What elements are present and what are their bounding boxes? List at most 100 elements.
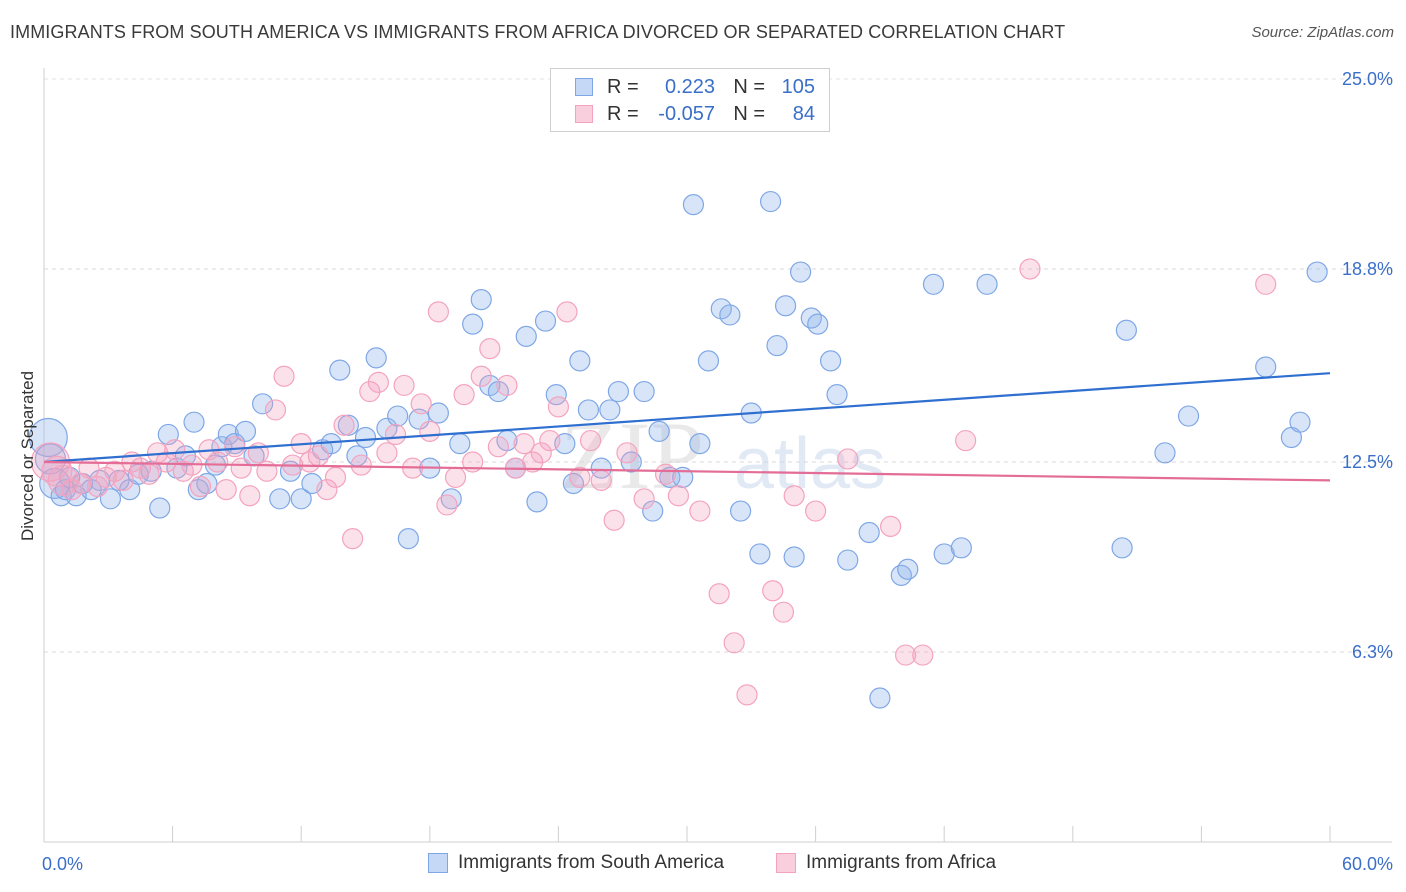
data-point xyxy=(1019,258,1041,280)
data-point xyxy=(642,500,664,522)
watermark-atlas: atlas xyxy=(734,424,886,504)
data-point xyxy=(376,442,398,464)
data-point xyxy=(826,384,848,406)
data-point xyxy=(367,371,389,393)
data-point xyxy=(307,445,329,467)
data-point xyxy=(837,549,859,571)
legend-n-value: 105 xyxy=(781,75,815,98)
legend-swatch-africa xyxy=(575,105,593,123)
data-point xyxy=(365,347,387,369)
data-point xyxy=(324,466,347,488)
data-point xyxy=(534,310,557,332)
data-point xyxy=(804,500,827,522)
data-point xyxy=(269,488,291,510)
data-point xyxy=(1289,411,1311,433)
legend-row-africa: R = -0.057 N = 84 xyxy=(575,101,815,127)
legend-n-value: 84 xyxy=(792,102,815,125)
data-point xyxy=(556,301,578,323)
data-point xyxy=(316,478,338,501)
data-point xyxy=(922,273,945,295)
data-point xyxy=(603,509,625,531)
trend-line-africa xyxy=(43,460,1331,482)
source-credit: Source: ZipAtlas.com xyxy=(1251,24,1394,41)
data-point xyxy=(729,500,752,522)
data-point xyxy=(384,423,407,446)
data-point xyxy=(408,408,430,430)
data-point xyxy=(789,261,812,283)
data-point xyxy=(99,488,122,510)
data-point xyxy=(155,451,177,473)
legend-swatch-africa xyxy=(776,853,796,873)
data-point xyxy=(86,475,109,498)
data-point xyxy=(290,488,312,510)
data-point xyxy=(387,405,409,427)
data-point xyxy=(427,301,449,323)
data-point xyxy=(539,429,561,452)
y-axis-label: Divorced or Separated xyxy=(18,370,37,542)
trend-lines xyxy=(43,372,1331,482)
data-point xyxy=(436,494,458,516)
data-point xyxy=(419,420,441,442)
data-point xyxy=(522,451,544,473)
legend-swatch-south-america xyxy=(428,853,448,873)
data-point xyxy=(410,393,432,415)
watermark-zip: ZIP xyxy=(560,402,704,509)
data-point xyxy=(697,350,720,372)
data-point xyxy=(479,338,501,360)
data-point xyxy=(189,475,212,498)
data-point xyxy=(633,380,655,403)
x-tick-label: 0.0% xyxy=(42,854,83,874)
data-point xyxy=(783,546,805,568)
data-point xyxy=(354,426,377,449)
data-point xyxy=(672,466,694,488)
data-point xyxy=(1177,405,1200,427)
data-point xyxy=(766,334,788,357)
data-point xyxy=(462,313,484,335)
data-point xyxy=(234,420,257,442)
legend-n-label: N = xyxy=(733,102,765,125)
data-point xyxy=(207,451,229,473)
data-point xyxy=(858,521,880,544)
data-point xyxy=(264,399,287,421)
data-point xyxy=(837,448,859,470)
data-point xyxy=(950,537,972,559)
data-point xyxy=(230,457,252,479)
data-point xyxy=(273,365,295,387)
data-point xyxy=(449,433,471,455)
data-point xyxy=(976,273,998,295)
data-point xyxy=(749,543,771,565)
data-point xyxy=(342,528,364,550)
data-point xyxy=(359,380,381,403)
data-point xyxy=(633,488,655,510)
y-tick-label: 18.8% xyxy=(1342,259,1393,279)
data-point xyxy=(1255,356,1277,378)
data-point xyxy=(569,350,591,372)
data-point xyxy=(453,384,475,406)
y-tick-label: 25.0% xyxy=(1342,69,1393,89)
axes xyxy=(43,68,1392,843)
data-point xyxy=(562,472,585,495)
data-point xyxy=(104,460,126,482)
y-tick-label: 6.3% xyxy=(1352,642,1393,662)
data-point xyxy=(547,396,570,418)
data-point xyxy=(723,632,745,654)
data-point xyxy=(513,433,535,455)
legend-r-label: R = xyxy=(607,75,639,98)
data-point xyxy=(590,457,612,479)
data-point xyxy=(774,295,797,317)
legend-label-south-america: Immigrants from South America xyxy=(458,852,725,873)
data-point xyxy=(350,454,372,476)
data-point xyxy=(215,478,237,501)
data-point xyxy=(890,564,912,586)
x-tick-label: 60.0% xyxy=(1342,854,1393,874)
data-point xyxy=(444,466,467,488)
data-point xyxy=(897,558,919,580)
data-point xyxy=(577,399,600,421)
data-point xyxy=(648,420,670,442)
gridlines xyxy=(44,78,1392,653)
data-point xyxy=(616,442,638,464)
data-point xyxy=(800,307,822,329)
data-point xyxy=(526,491,548,513)
series-africa xyxy=(30,258,1277,706)
